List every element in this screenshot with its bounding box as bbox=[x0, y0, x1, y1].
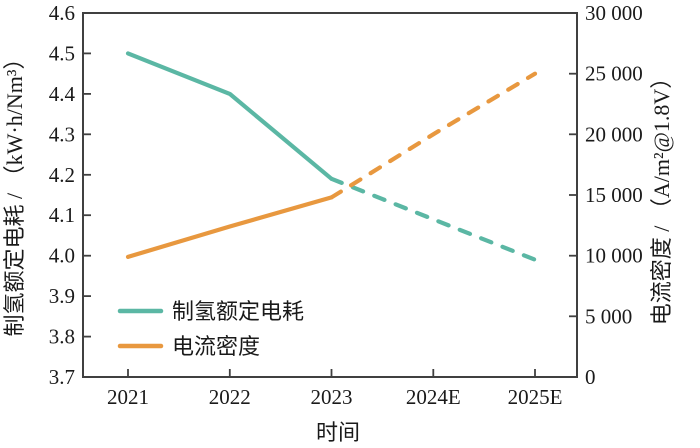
right-axis-tick-label: 20 000 bbox=[585, 122, 643, 146]
left-axis-tick-label: 4.3 bbox=[49, 122, 75, 146]
right-axis-tick-label: 5 000 bbox=[585, 304, 632, 328]
left-axis-title: 制氢额定电耗 / （kW·h/Nm³） bbox=[2, 48, 27, 337]
x-axis-tick-label: 2025E bbox=[508, 385, 563, 409]
right-axis-tick-label: 10 000 bbox=[585, 244, 643, 268]
x-axis-tick-label: 2023 bbox=[311, 385, 353, 409]
x-axis-title: 时间 bbox=[316, 420, 360, 445]
right-axis-tick-label: 25 000 bbox=[585, 62, 643, 86]
right-axis-tick-label: 30 000 bbox=[585, 1, 643, 25]
x-axis-tick-label: 2024E bbox=[406, 385, 461, 409]
right-axis-tick-label: 0 bbox=[585, 365, 596, 389]
plot-frame bbox=[82, 12, 578, 378]
series-line-solid-0 bbox=[125, 51, 334, 181]
left-axis-tick-label: 4.1 bbox=[49, 203, 75, 227]
series-line-solid-1 bbox=[125, 195, 334, 259]
right-axis-tick-label: 15 000 bbox=[585, 183, 643, 207]
left-axis-tick-label: 4.2 bbox=[49, 163, 75, 187]
left-axis-tick-label: 3.8 bbox=[49, 325, 75, 349]
left-axis-tick-label: 4.4 bbox=[49, 82, 76, 106]
x-axis-tick-label: 2021 bbox=[107, 385, 149, 409]
series-line-dashed-1 bbox=[329, 71, 538, 200]
left-axis-tick-label: 3.9 bbox=[49, 284, 75, 308]
x-axis-tick-label: 2022 bbox=[209, 385, 251, 409]
left-axis-tick-label: 4.5 bbox=[49, 41, 75, 65]
legend-label-0: 制氢额定电耗 bbox=[172, 299, 304, 324]
series-line-dashed-0 bbox=[329, 176, 538, 262]
left-axis-tick-label: 4.6 bbox=[49, 1, 75, 25]
right-axis-title: 电流密度 / （A/m²@1.8V） bbox=[649, 67, 674, 325]
left-axis-tick-label: 4.0 bbox=[49, 244, 75, 268]
left-axis-tick-label: 3.7 bbox=[49, 365, 75, 389]
legend-label-1: 电流密度 bbox=[172, 334, 260, 359]
